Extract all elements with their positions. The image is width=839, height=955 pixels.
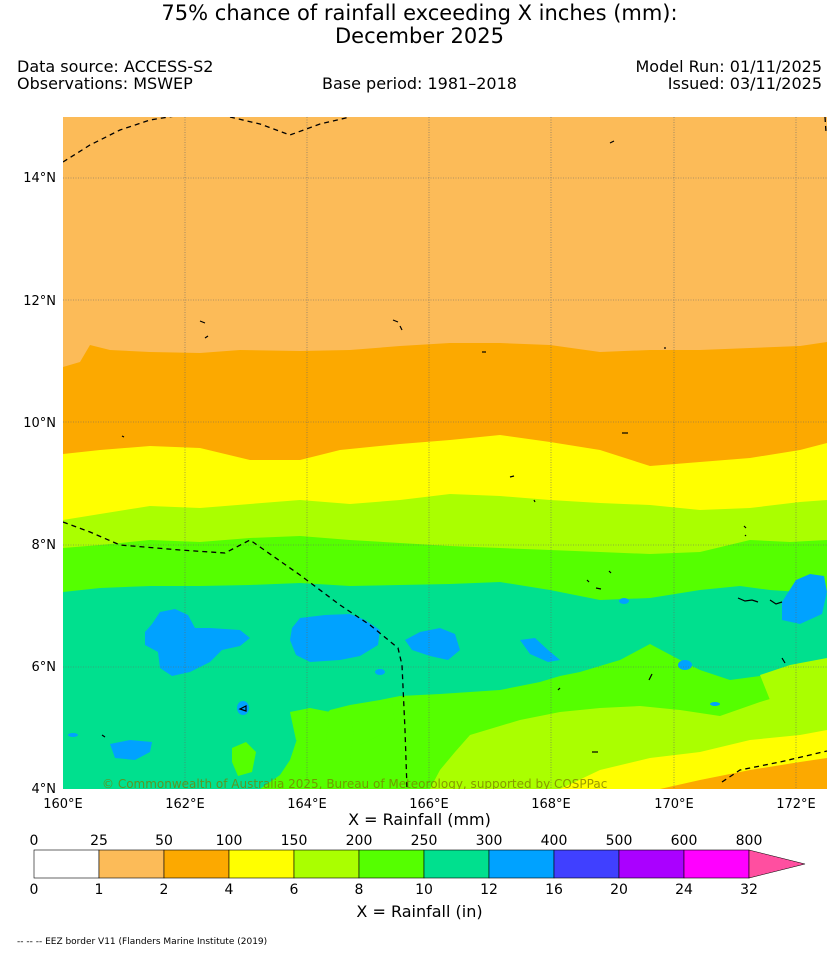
- lon-label: 166°E: [409, 797, 449, 812]
- lon-axis: 160°E 162°E 164°E 166°E 168°E 170°E 172°…: [43, 797, 816, 812]
- band-300-400-sw: [110, 740, 152, 760]
- data-source: Data source: ACCESS-S2: [17, 57, 214, 76]
- eez-border: [63, 117, 827, 789]
- band-200-250-south2: [345, 702, 395, 760]
- colorbar-in-label: 8: [355, 882, 364, 898]
- colorbar-swatch: [163, 849, 230, 879]
- band-300-400-dot2: [678, 660, 692, 670]
- band-300-400-dot6: [68, 733, 78, 737]
- colorbar-in-label: 10: [415, 882, 433, 898]
- chart-title-line2: December 2025: [334, 24, 504, 48]
- lat-label: 8°N: [32, 538, 57, 553]
- band-200-250-south3: [232, 742, 256, 776]
- colorbar-title-in: X = Rainfall (in): [356, 902, 483, 921]
- base-period: Base period: 1981–2018: [322, 74, 517, 93]
- colorbar-swatch: [553, 849, 620, 879]
- colorbar: [33, 849, 806, 879]
- band-250-300: [63, 582, 827, 789]
- lon-label: 162°E: [165, 797, 205, 812]
- colorbar-mm-label: 600: [671, 833, 698, 849]
- colorbar-in-label: 1: [95, 882, 104, 898]
- islands: [101, 140, 786, 753]
- band-300-400-central: [290, 614, 380, 662]
- band-300-400-dot3: [619, 598, 629, 604]
- lon-label: 172°E: [776, 797, 816, 812]
- colorbar-swatch: [293, 849, 360, 879]
- colorbar-mm-label: 400: [541, 833, 568, 849]
- colorbar-mm-label: 300: [476, 833, 503, 849]
- lat-label: 6°N: [32, 660, 57, 675]
- colorbar-mm-label: 25: [90, 833, 108, 849]
- colorbar-mm-label: 50: [155, 833, 173, 849]
- copyright-text: © Commonwealth of Australia 2025, Bureau…: [102, 777, 607, 791]
- lat-label: 14°N: [23, 171, 56, 186]
- colorbar-mm-label: 250: [411, 833, 438, 849]
- eez-footnote: -- -- -- EEZ border V11 (Flanders Marine…: [17, 937, 268, 947]
- colorbar-in-label: 6: [290, 882, 299, 898]
- lon-label: 160°E: [43, 797, 83, 812]
- band-150-200-east: [760, 658, 827, 705]
- lat-label: 4°N: [32, 782, 57, 797]
- chart-title-line1: 75% chance of rainfall exceeding X inche…: [161, 1, 678, 25]
- colorbar-mm-label: 150: [281, 833, 308, 849]
- band-50-100-south: [660, 758, 827, 789]
- colorbar-mm-label: 500: [606, 833, 633, 849]
- colorbar-swatch: [228, 849, 295, 879]
- colorbar-in-label: 24: [675, 882, 693, 898]
- band-300-400-west: [145, 609, 250, 676]
- colorbar-mm-label: 100: [216, 833, 243, 849]
- colorbar-swatch: [683, 849, 750, 879]
- band-300-400-central2: [405, 628, 460, 660]
- lon-label: 168°E: [531, 797, 571, 812]
- colorbar-extend-arrow: [748, 849, 806, 879]
- lon-label: 164°E: [287, 797, 327, 812]
- band-300-400-central3: [520, 638, 560, 662]
- colorbar-swatch: [33, 849, 100, 879]
- colorbar-in-label: 16: [545, 882, 563, 898]
- colorbar-in-label: 0: [30, 882, 39, 898]
- colorbar-mm-label: 0: [30, 833, 39, 849]
- colorbar-mm-label: 200: [346, 833, 373, 849]
- colorbar-swatch: [98, 849, 165, 879]
- lat-axis: 4°N 6°N 8°N 10°N 12°N 14°N: [23, 171, 56, 797]
- colorbar-in-label: 12: [480, 882, 498, 898]
- colorbar-in-label: 4: [225, 882, 234, 898]
- colorbar-swatch: [358, 849, 425, 879]
- graticule: [63, 117, 827, 789]
- colorbar-title-mm: X = Rainfall (mm): [348, 810, 491, 829]
- observations: Observations: MSWEP: [17, 74, 193, 93]
- band-300-400-dot5: [710, 702, 720, 706]
- model-run: Model Run: 01/11/2025: [635, 57, 823, 76]
- colorbar-mm-label: 800: [736, 833, 763, 849]
- issued-date: Issued: 03/11/2025: [667, 74, 822, 93]
- colorbar-swatch: [423, 849, 490, 879]
- colorbar-in-label: 2: [160, 882, 169, 898]
- band-200-250-south: [290, 708, 330, 748]
- colorbar-in-label: 20: [610, 882, 628, 898]
- colorbar-in-labels: 0 1 2 4 6 8 10 12 16 20 24 32: [30, 882, 758, 898]
- colorbar-swatch: [488, 849, 555, 879]
- colorbar-swatch: [618, 849, 685, 879]
- band-300-400-dot4: [375, 669, 385, 675]
- lon-label: 170°E: [654, 797, 694, 812]
- colorbar-mm-labels: 0 25 50 100 150 200 250 300 400 500 600 800: [30, 833, 763, 849]
- band-300-400-east: [782, 574, 827, 624]
- lat-label: 10°N: [23, 416, 56, 431]
- lat-label: 12°N: [23, 294, 56, 309]
- colorbar-in-label: 32: [740, 882, 758, 898]
